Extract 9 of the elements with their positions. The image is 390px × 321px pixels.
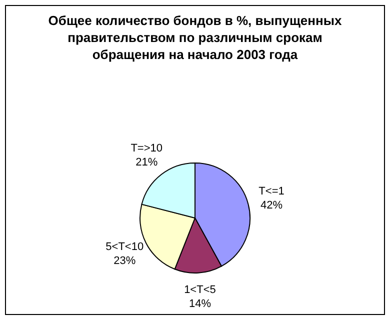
data-label: 14% xyxy=(188,298,212,310)
slice-label: 5<T<10 xyxy=(106,240,144,253)
chart-title: Общее количество бондов в %, выпущенных правительством по различным срокам обращения на начало 2003 года xyxy=(48,13,342,62)
slice-label: T<=1 xyxy=(258,185,284,198)
data-label: 23% xyxy=(114,254,136,267)
data-label: 42% xyxy=(260,199,283,212)
slice-label: 1<T<5 xyxy=(184,284,216,296)
slice-label: T=>10 xyxy=(130,142,162,155)
data-label: 21% xyxy=(136,156,158,169)
